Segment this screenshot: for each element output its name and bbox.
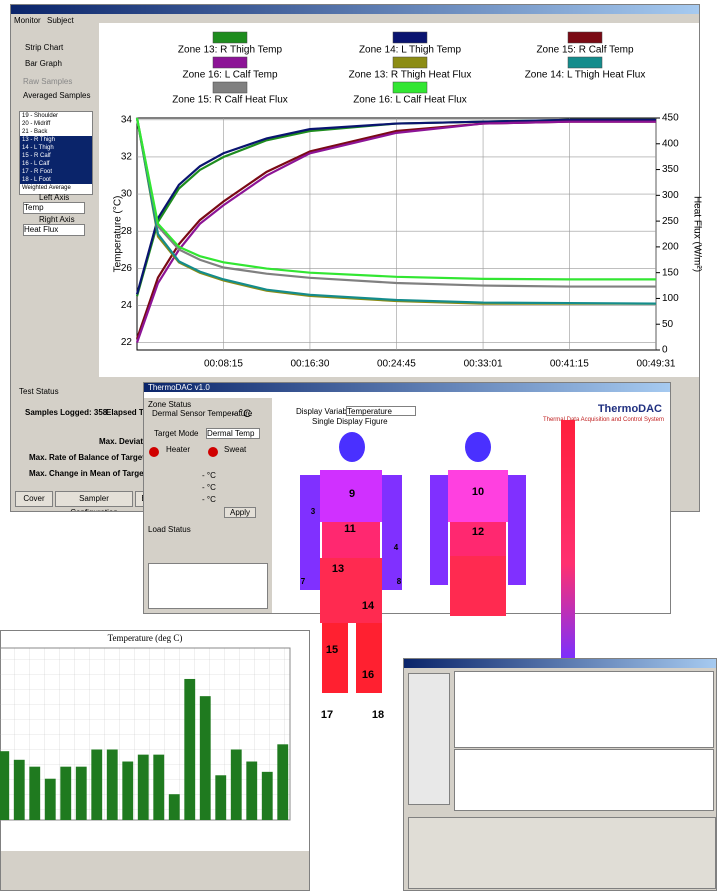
zone-number: 12: [472, 526, 484, 538]
screen: Monitor Subject Strip Chart Bar Graph Ra…: [0, 0, 717, 891]
title-bar: [404, 659, 716, 668]
legs: [450, 556, 506, 616]
bar: [184, 679, 195, 820]
zone-number: 7: [301, 577, 306, 586]
bar-chart: Temperature (deg C): [0, 630, 310, 891]
bar: [277, 744, 288, 820]
arm: [382, 475, 402, 590]
front-figure: [300, 432, 402, 693]
color-scale: [561, 420, 575, 660]
bar: [153, 755, 164, 820]
zone-number: 8: [397, 577, 402, 586]
arm: [430, 475, 448, 585]
bar: [91, 749, 102, 820]
bar: [169, 794, 180, 820]
bar: [14, 760, 25, 820]
zone-number: 9: [349, 488, 355, 500]
bottom-panel: [408, 817, 716, 889]
calf: [322, 623, 348, 693]
zone-number: 15: [326, 644, 338, 656]
zone-number: 18: [372, 709, 384, 721]
bar: [45, 779, 56, 820]
bar: [29, 767, 40, 820]
zone-number: 11: [344, 523, 356, 535]
bar: [60, 767, 71, 820]
head: [465, 432, 491, 462]
plot-panel: [454, 671, 714, 748]
thighs: [320, 558, 382, 623]
bar: [215, 775, 226, 820]
chart-title: Temperature (deg C): [108, 633, 183, 643]
calf: [356, 623, 382, 693]
bar: [200, 696, 211, 820]
zone-number: 16: [362, 669, 374, 681]
bar: [122, 762, 133, 820]
side-list: [408, 673, 450, 805]
zone-number: 13: [332, 563, 344, 575]
bar: [138, 755, 149, 820]
zone-number: 10: [472, 486, 484, 498]
bar: [231, 749, 242, 820]
zone-number: 4: [394, 543, 399, 552]
bar: [0, 751, 9, 820]
arm: [508, 475, 526, 585]
bar: [76, 767, 87, 820]
zone-number: 17: [321, 709, 333, 721]
plot-panel: [454, 749, 714, 811]
zone-number: 3: [311, 507, 316, 516]
display-window: [403, 658, 717, 891]
back-figure: [430, 432, 526, 616]
bar: [246, 762, 257, 820]
zone-number: 14: [362, 600, 375, 612]
head: [339, 432, 365, 462]
arm: [300, 475, 320, 590]
bar: [262, 772, 273, 820]
bar: [107, 749, 118, 820]
